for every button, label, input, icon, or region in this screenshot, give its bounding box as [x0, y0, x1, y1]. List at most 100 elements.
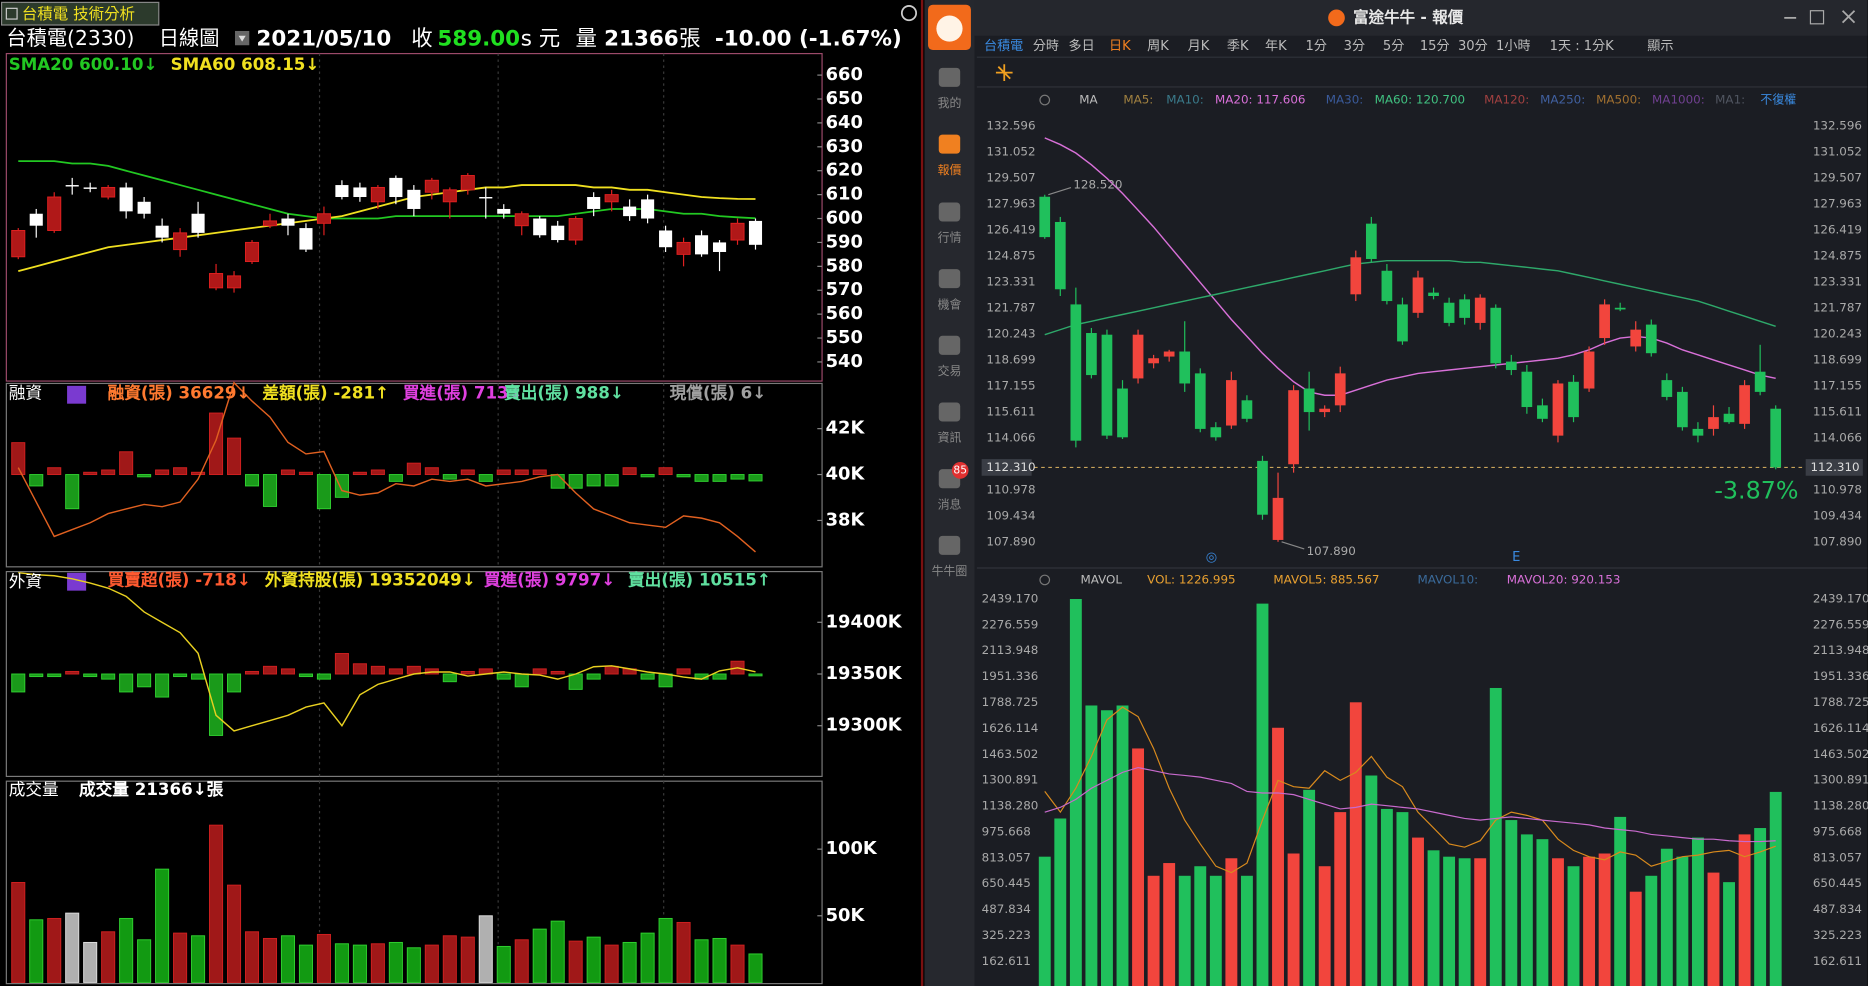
candle-body [1754, 371, 1766, 392]
candle-body [1101, 334, 1113, 436]
candle-body [1770, 408, 1782, 468]
toolbar-item[interactable]: 5分 [1383, 38, 1404, 54]
bar [514, 469, 529, 476]
bar [568, 673, 583, 690]
bar [101, 469, 116, 476]
candle-body [370, 186, 385, 203]
sidebar-item[interactable]: 牛牛圈 [932, 564, 968, 578]
draw-tool[interactable] [995, 64, 1013, 81]
price-tag [981, 459, 1032, 476]
sidebar-icon[interactable] [938, 535, 961, 555]
settings-icon[interactable] [1039, 574, 1051, 586]
candle-body [442, 189, 457, 203]
candle-body [1148, 358, 1159, 364]
toolbar-item[interactable]: 台積電 [984, 38, 1023, 54]
toolbar-item[interactable]: 年K [1265, 38, 1287, 54]
toolbar-item[interactable]: 日K [1109, 39, 1131, 54]
candle-body [695, 235, 709, 255]
bar [155, 469, 170, 476]
toolbar-item[interactable]: 多日 [1069, 38, 1095, 54]
y-tick-label: 580 [826, 255, 863, 276]
toolbar-item[interactable]: 顯示 [1647, 39, 1673, 54]
y-tick-label: 550 [826, 327, 863, 348]
y-tick-label: 38K [826, 509, 866, 530]
sidebar-item[interactable]: 報價 [938, 163, 962, 177]
close-btn[interactable] [1841, 10, 1856, 24]
sidebar-icon[interactable] [938, 67, 961, 87]
sidebar-item[interactable]: 資訊 [938, 431, 962, 445]
menu-icon[interactable] [67, 385, 87, 404]
toolbar-item[interactable]: 季K [1227, 38, 1249, 54]
bar [658, 673, 673, 688]
bar [11, 673, 26, 693]
y-tick-label: 1463.502 [982, 747, 1039, 761]
toolbar-item[interactable]: 1分 [1306, 38, 1327, 54]
bar [1520, 834, 1533, 986]
candle-body [1739, 385, 1750, 424]
sidebar-icon[interactable] [938, 335, 961, 355]
bar [640, 673, 655, 680]
toolbar-item[interactable]: 3分 [1344, 38, 1365, 54]
y-tick-label: 126.419 [1813, 223, 1862, 237]
sidebar-item[interactable]: 我的 [938, 96, 962, 110]
zoom-icon[interactable] [900, 5, 918, 22]
candle-body [1708, 417, 1719, 429]
candle-body [424, 179, 439, 193]
bar [334, 943, 349, 983]
sidebar-item[interactable]: 機會 [938, 297, 962, 311]
sidebar-item[interactable]: 交易 [938, 364, 962, 378]
event-marker[interactable]: ◎ [1206, 550, 1217, 565]
y-tick-label: 560 [826, 303, 863, 324]
sidebar-icon[interactable] [938, 269, 961, 289]
menu-icon[interactable] [67, 572, 87, 591]
y-tick-label: 162.611 [1813, 954, 1862, 968]
line-series [18, 184, 756, 273]
y-tick-label: 610 [826, 184, 863, 205]
maximize-btn[interactable] [1809, 10, 1825, 25]
window-title: 富途牛牛 - 報價 [1353, 7, 1464, 26]
toolbar-item[interactable]: 周K [1147, 39, 1169, 54]
sidebar-icon[interactable] [938, 202, 961, 222]
toolbar-item[interactable]: 1天 : 1分K [1550, 38, 1615, 54]
toolbar-item[interactable]: 月K [1188, 39, 1210, 54]
bar [1754, 828, 1767, 986]
candle-body [1677, 391, 1688, 428]
toolbar-item[interactable]: 15分 [1420, 38, 1450, 54]
bar [460, 936, 475, 983]
bar [424, 467, 439, 476]
sidebar-icon[interactable] [938, 134, 961, 154]
bar [1396, 812, 1409, 986]
candle-body [1459, 299, 1471, 318]
y-tick-label: 123.331 [986, 275, 1035, 289]
sidebar-item[interactable]: 行情 [938, 231, 962, 245]
bar [568, 474, 583, 489]
candle-body [1241, 400, 1253, 419]
y-tick-label: 660 [826, 64, 863, 85]
sidebar-icon[interactable] [938, 402, 961, 422]
bar [1645, 875, 1658, 986]
y-tick-label: 487.834 [982, 902, 1031, 916]
bar [262, 937, 278, 983]
sidebar-item[interactable]: 消息 [938, 497, 962, 511]
bar [496, 469, 511, 476]
y-tick-label: 127.963 [1813, 197, 1862, 211]
toolbar-item[interactable]: 分時 [1033, 38, 1059, 54]
toolbar-item[interactable]: 30分 [1458, 38, 1488, 54]
y-tick-label: 109.434 [1813, 508, 1862, 522]
y-tick-label: 131.052 [1813, 145, 1862, 159]
bar [1318, 866, 1331, 986]
toolbar-item[interactable]: 1小時 [1496, 38, 1530, 54]
bar [1427, 850, 1440, 986]
bar [712, 474, 727, 482]
panel-label: 成交量 [9, 780, 59, 799]
candle-body [407, 189, 421, 209]
candle-body [676, 241, 691, 255]
bar [496, 945, 511, 983]
settings-icon[interactable] [1039, 94, 1051, 106]
bar [1505, 820, 1518, 986]
candle-body [1630, 329, 1642, 347]
event-marker[interactable]: E [1512, 550, 1520, 565]
y-tick-label: 1626.114 [1813, 721, 1868, 735]
bar [730, 474, 745, 480]
candle-body [1474, 297, 1486, 323]
